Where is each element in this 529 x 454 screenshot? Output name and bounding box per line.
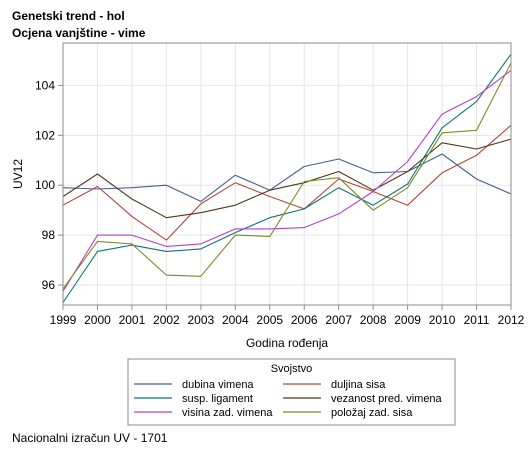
series-line-1	[62, 153, 512, 202]
x-tick-label: 2007	[325, 313, 352, 327]
series-line-5	[62, 69, 512, 292]
y-tick-label: 102	[35, 128, 55, 142]
legend-label-6: položaj zad. sisa	[331, 407, 413, 419]
x-tick-label: 2012	[498, 313, 525, 327]
series-line-3	[62, 53, 512, 303]
x-tick-label: 1999	[50, 313, 77, 327]
y-tick-label: 104	[35, 78, 55, 92]
x-tick-label: 2006	[291, 313, 318, 327]
x-tick-label: 2001	[119, 313, 146, 327]
series-line-2	[62, 124, 512, 241]
chart-title: Genetski trend - hol	[12, 9, 125, 23]
plot-border	[62, 42, 512, 306]
x-tick-label: 2011	[464, 313, 490, 327]
legend-title: Svojstvo	[271, 363, 313, 375]
x-axis-label: Godina rođenja	[246, 336, 328, 350]
x-tick-label: 2000	[84, 313, 111, 327]
x-tick-label: 2008	[360, 313, 387, 327]
x-tick-label: 2002	[153, 313, 180, 327]
legend-label-1: dubina vimena	[182, 379, 254, 391]
y-tick-label: 100	[35, 178, 55, 192]
footer-note: Nacionalni izračun UV - 1701	[12, 431, 168, 445]
x-tick-label: 2004	[222, 313, 249, 327]
x-tick-label: 2009	[394, 313, 421, 327]
series-line-4	[62, 138, 512, 219]
title-block: Genetski trend - hol Ocjena vanjštine - …	[12, 8, 145, 42]
legend-box	[127, 358, 456, 426]
legend-label-5: visina zad. vimena	[182, 407, 273, 419]
y-tick-label: 98	[42, 228, 56, 242]
legend-label-3: susp. ligament	[182, 393, 253, 405]
chart-subtitle: Ocjena vanjštine - vime	[12, 26, 146, 40]
y-axis-label: UV12	[11, 159, 25, 189]
legend-label-2: duljina sisa	[331, 379, 386, 391]
x-tick-label: 2005	[256, 313, 283, 327]
x-tick-label: 2010	[429, 313, 456, 327]
legend-label-4: vezanost pred. vimena	[331, 393, 443, 405]
y-tick-label: 96	[42, 278, 56, 292]
series-line-6	[62, 62, 512, 290]
x-tick-label: 2003	[187, 313, 214, 327]
